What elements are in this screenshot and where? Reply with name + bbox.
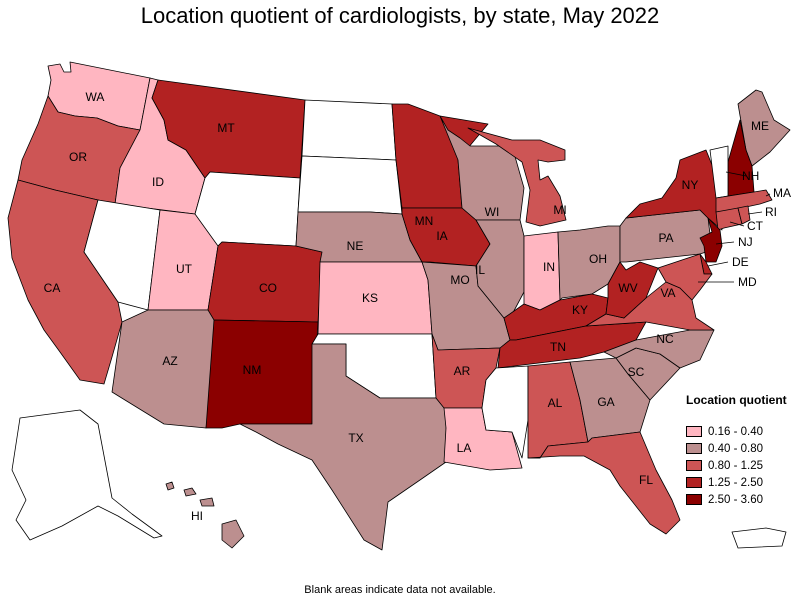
state-label-me: ME xyxy=(751,119,769,133)
legend-title: Location quotient xyxy=(686,393,787,407)
state-label-tn: TN xyxy=(550,340,566,354)
legend-swatch xyxy=(686,494,702,505)
state-label-wi: WI xyxy=(485,205,500,219)
state-label-fl: FL xyxy=(639,473,653,487)
legend-swatch xyxy=(686,443,702,454)
legend-swatch xyxy=(686,477,702,488)
legend-item: 0.80 - 1.25 xyxy=(686,457,798,474)
state-mt xyxy=(151,79,306,179)
legend-label: 0.16 - 0.40 xyxy=(708,425,763,438)
state-md xyxy=(657,253,713,301)
map-title: Location quotient of cardiologists, by s… xyxy=(140,3,660,28)
state-wy xyxy=(194,171,301,247)
state-label-de: DE xyxy=(732,255,749,269)
state-label-co: CO xyxy=(259,281,277,295)
state-label-hi: HI xyxy=(191,509,203,523)
legend-label: 0.40 - 0.80 xyxy=(708,442,763,455)
state-wi xyxy=(439,115,525,221)
state-az xyxy=(111,309,223,429)
state-hi xyxy=(165,481,245,549)
leader-line-ri xyxy=(747,211,763,215)
state-ri xyxy=(737,205,751,225)
state-label-ar: AR xyxy=(454,364,471,378)
state-label-il: IL xyxy=(475,263,485,277)
state-label-md: MD xyxy=(738,275,757,289)
state-label-nm: NM xyxy=(243,363,262,377)
state-label-la: LA xyxy=(457,441,472,455)
leader-line-de xyxy=(707,261,729,267)
state-label-ca: CA xyxy=(44,281,61,295)
state-label-nc: NC xyxy=(656,332,674,346)
state-label-ne: NE xyxy=(347,239,364,253)
legend: Location quotient 0.16 - 0.40 0.40 - 0.80… xyxy=(686,393,798,508)
state-label-wv: WV xyxy=(618,281,637,295)
state-tx xyxy=(239,343,447,551)
state-label-al: AL xyxy=(548,396,563,410)
state-label-ga: GA xyxy=(597,395,614,409)
state-label-tx: TX xyxy=(348,431,363,445)
state-label-ma: MA xyxy=(773,186,791,200)
leader-line-nh xyxy=(725,171,747,177)
state-label-wa: WA xyxy=(86,90,105,104)
state-label-ky: KY xyxy=(572,303,588,317)
state-nm xyxy=(205,319,319,429)
legend-label: 1.25 - 2.50 xyxy=(708,476,763,489)
state-nc xyxy=(603,329,715,369)
state-label-mn: MN xyxy=(415,214,434,228)
state-sd xyxy=(297,155,403,215)
state-label-ri: RI xyxy=(765,205,777,219)
state-label-ct: CT xyxy=(747,219,764,233)
state-ak xyxy=(11,409,163,541)
state-label-az: AZ xyxy=(162,354,177,368)
state-tn xyxy=(497,321,647,369)
state-nv xyxy=(83,199,161,311)
state-label-nj: NJ xyxy=(738,235,753,249)
state-label-nh: NH xyxy=(742,169,759,183)
leader-line-ma xyxy=(765,193,771,197)
state-ct xyxy=(715,207,743,231)
state-label-mi: MI xyxy=(553,203,566,217)
state-mi xyxy=(467,127,567,227)
state-label-or: OR xyxy=(69,150,87,164)
state-pr xyxy=(731,527,787,549)
state-nd xyxy=(301,99,397,161)
legend-swatch xyxy=(686,460,702,471)
footnote: Blank areas indicate data not available. xyxy=(304,584,496,596)
state-label-mt: MT xyxy=(217,121,235,135)
legend-swatch xyxy=(686,426,702,437)
leader-line-ct xyxy=(729,221,745,227)
legend-label: 0.80 - 1.25 xyxy=(708,459,763,472)
state-ny xyxy=(625,149,723,231)
state-label-ut: UT xyxy=(176,262,193,276)
leader-line-nj xyxy=(715,241,735,245)
state-fl xyxy=(527,431,681,535)
state-wv xyxy=(605,261,659,319)
legend-label: 2.50 - 3.60 xyxy=(708,493,763,506)
state-label-pa: PA xyxy=(658,231,673,245)
state-label-va: VA xyxy=(660,286,675,300)
state-label-mo: MO xyxy=(450,273,469,287)
state-label-oh: OH xyxy=(589,252,607,266)
state-label-ks: KS xyxy=(362,291,378,305)
state-label-sc: SC xyxy=(628,365,645,379)
legend-item: 0.16 - 0.40 xyxy=(686,423,798,440)
state-label-id: ID xyxy=(152,175,164,189)
legend-item: 1.25 - 2.50 xyxy=(686,474,798,491)
state-label-ny: NY xyxy=(682,178,699,192)
state-label-ia: IA xyxy=(436,229,447,243)
legend-item: 2.50 - 3.60 xyxy=(686,491,798,508)
legend-item: 0.40 - 0.80 xyxy=(686,440,798,457)
state-label-in: IN xyxy=(543,260,555,274)
